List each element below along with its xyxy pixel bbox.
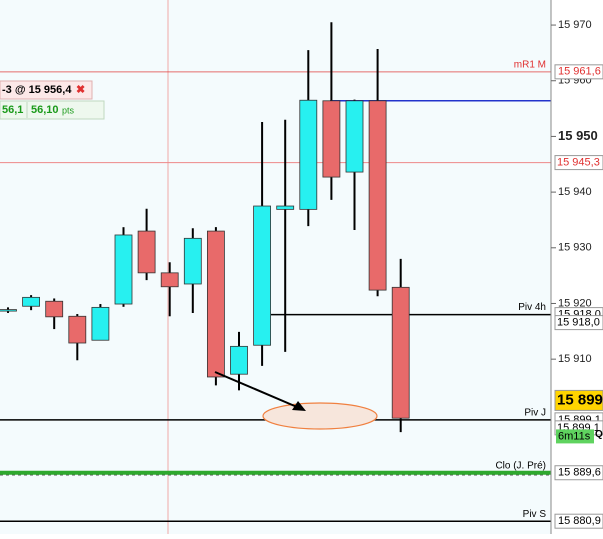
countdown: 6m11s	[558, 430, 591, 442]
marks	[0, 22, 551, 522]
candle-body	[368, 100, 387, 291]
level-name: Piv J	[524, 407, 546, 418]
y-tick-label: 15 920	[558, 297, 592, 309]
candle-body	[391, 286, 410, 419]
y-tick-label: 15 970	[558, 19, 592, 31]
candle-body	[91, 306, 110, 341]
order-close[interactable]: ✖	[76, 84, 85, 96]
arrow-head	[292, 401, 306, 411]
plot-background	[0, 0, 551, 534]
price-tag-box	[554, 315, 603, 331]
price-tag: 15 889,6	[558, 467, 601, 479]
pnl-value: 56,1	[2, 104, 23, 116]
pts-unit: pts	[62, 105, 75, 115]
candle-body	[276, 205, 295, 210]
level-name: Piv S	[523, 509, 547, 520]
candle-body	[230, 345, 248, 375]
candle-body	[206, 230, 225, 378]
pts-value: 56,10	[31, 104, 59, 116]
price-tag-box	[554, 389, 603, 411]
arrow-line	[214, 371, 298, 408]
price-tag-box	[554, 64, 603, 80]
price-tag-box	[554, 155, 603, 171]
level-name: Piv 4h	[518, 302, 546, 313]
price-tag-box	[554, 513, 603, 529]
candle-body	[160, 272, 179, 288]
countdown-tag: Q	[595, 429, 603, 440]
candle-body	[183, 237, 202, 285]
candle-body	[253, 205, 272, 346]
pnl-box	[0, 100, 105, 120]
candle-body	[299, 99, 318, 210]
price-tag-box	[554, 465, 603, 481]
y-tick-label: 15 910	[558, 353, 592, 365]
price-tag: 15 961,6	[558, 66, 601, 78]
candle-body	[22, 296, 41, 307]
candle-body	[45, 300, 64, 318]
order-box	[0, 80, 93, 100]
axis-background	[551, 0, 603, 534]
highlight-ellipse	[262, 402, 378, 430]
countdown-box	[556, 429, 594, 444]
price-tag: 15 918,0	[557, 317, 600, 329]
level-name: mR1 M	[514, 59, 546, 70]
candle-body	[137, 230, 156, 274]
candle-body	[0, 309, 17, 312]
price-tag: 15 899,	[557, 391, 603, 408]
y-tick-label: 15 940	[558, 186, 592, 198]
candle-body	[345, 100, 364, 173]
y-tick-label: 15 930	[558, 242, 592, 254]
level-name: Clo (J. Pré)	[495, 460, 546, 471]
candle-body	[68, 315, 87, 344]
order-text: -3 @ 15 956,4	[2, 84, 72, 96]
price-tag: 15 880,9	[558, 515, 601, 527]
order-panel: -3 @ 15 956,4 ✖ 56,1 56,10 pts	[0, 80, 105, 120]
candle-body	[114, 234, 133, 305]
y-tick-label: 15 950	[558, 128, 598, 143]
price-tag: 15 945,3	[557, 157, 600, 169]
candle-body	[322, 100, 341, 178]
